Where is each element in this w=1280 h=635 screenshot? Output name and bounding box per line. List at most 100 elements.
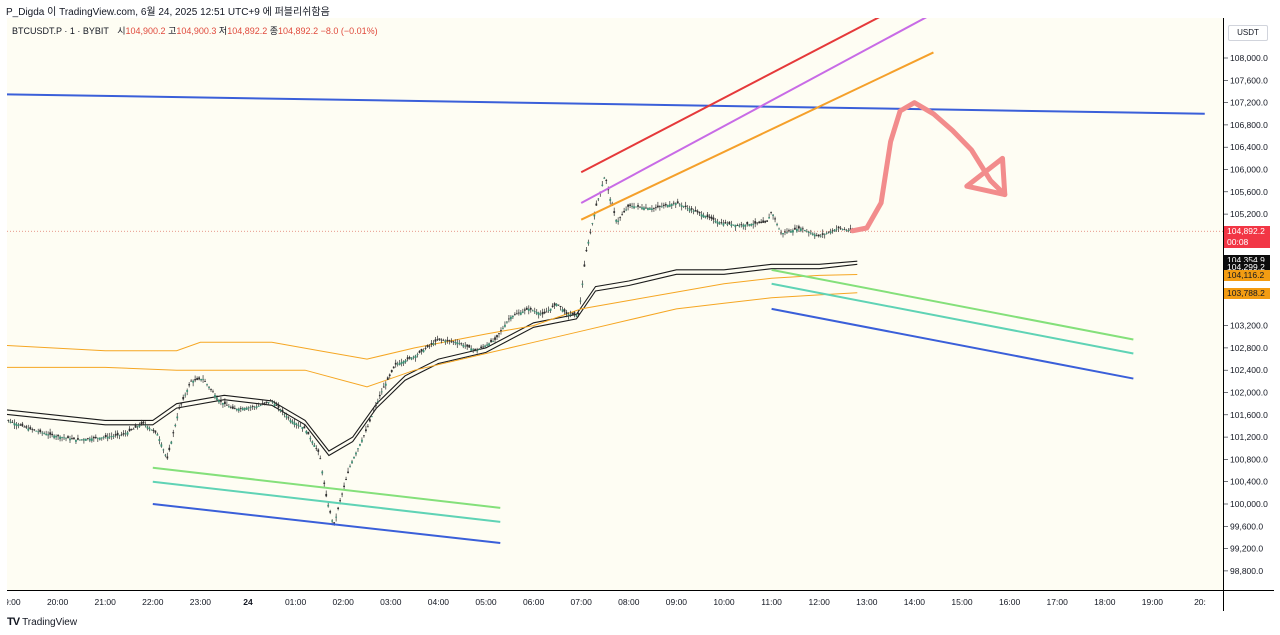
candle-body [500,330,502,332]
candle-body [303,426,306,429]
time-tick-label: 05:00 [475,597,497,607]
candle-body [365,429,367,432]
candle-body [186,390,189,392]
candle-body [301,427,304,429]
candle-body [662,204,665,206]
candle-body [220,400,222,402]
candle-body [714,220,717,223]
candle-body [140,422,143,425]
price-tick-label: 106,800.0 [1230,120,1268,130]
time-tick-label: 24 [243,597,253,607]
candle-body [287,417,290,419]
candle-body [698,212,701,214]
candle-body [488,343,490,346]
candle-body [21,423,24,427]
axis-corner[interactable] [1223,590,1274,611]
candle-body [712,217,715,220]
candle-body [267,402,270,404]
candle-body [666,204,669,208]
candle-body [7,419,10,421]
candle-body [823,233,826,235]
time-tick-label: 09:00 [666,597,688,607]
candle-body [400,361,403,364]
candle-body [734,224,737,228]
candle-body [456,342,459,345]
candle-body [482,346,485,348]
candle-body [51,433,54,436]
candle-body [88,438,91,441]
candle-body [764,220,767,223]
candle-body [333,522,336,525]
candle-body [434,339,437,342]
candle-body [380,391,383,393]
candle-body [724,222,727,224]
candle-body [670,204,673,206]
candle-body [77,438,79,440]
candle-body [633,206,635,209]
candle-body [641,207,643,209]
trend-line-3 [580,18,928,204]
candle-body [156,434,159,436]
candle-body [696,210,699,213]
currency-button[interactable]: USDT [1228,25,1268,41]
countdown-label: 00:08 [1227,237,1249,248]
candle-body [118,434,121,436]
candle-body [716,221,719,224]
time-tick-label: 12:00 [809,597,831,607]
symbol-name[interactable]: BTCUSDT.P · 1 · BYBIT [12,26,109,36]
candle-body [138,425,141,427]
candle-body [470,348,473,351]
price-axis[interactable]: 108,000.0 107,600.0 107,200.0 106,800.0 106,… [1223,18,1274,590]
candle-body [416,354,419,355]
candle-body [617,220,620,222]
candle-body [67,436,69,439]
price-tick-label: 107,600.0 [1230,75,1268,85]
candle-body [565,311,568,314]
candle-body [349,466,351,467]
candle-body [112,435,115,437]
candle-body [150,429,153,431]
time-tick-label: 10:00 [713,597,735,607]
candle-body [623,210,626,213]
candle-body [261,403,264,405]
candle-body [843,229,846,231]
trend-line-7 [152,503,501,545]
candle-body [239,408,242,410]
candle-body [398,362,401,365]
open-value: 104,900.2 [125,26,166,36]
candle-body [71,438,73,439]
candle-body [321,471,324,474]
candle-body [146,426,149,429]
candle-body [255,406,258,408]
candle-body [283,413,286,415]
candle-body [65,437,67,439]
candle-body [372,410,375,412]
time-axis[interactable]: 19:00 20:00 21:00 22:00 23:00 24 01:00 02:00 03:… [7,590,1223,611]
candle-body [603,177,606,179]
candle-body [164,454,167,456]
low-value: 104,892.2 [227,26,268,36]
candle-body [835,228,838,230]
candle-body [809,232,812,234]
candle-body [442,339,445,341]
candle-body [466,344,469,347]
candle-body [404,360,407,363]
candle-body [229,406,232,408]
candle-body [647,207,649,210]
candle-body [557,304,560,306]
candle-body [736,225,739,226]
candle-body [545,311,548,313]
candle-body [498,333,500,335]
candle-body [654,207,657,209]
candle-body [627,204,629,207]
price-tick-label: 101,600.0 [1230,410,1268,420]
chart-svg[interactable] [7,18,1223,590]
candle-body [174,424,177,427]
candle-body [432,343,435,346]
candle-body [299,425,302,427]
chart-plot-area[interactable] [7,18,1223,590]
candle-body [269,400,272,402]
candle-body [233,408,236,410]
time-tick-label: 17:00 [1047,597,1069,607]
candle-body [341,493,343,495]
